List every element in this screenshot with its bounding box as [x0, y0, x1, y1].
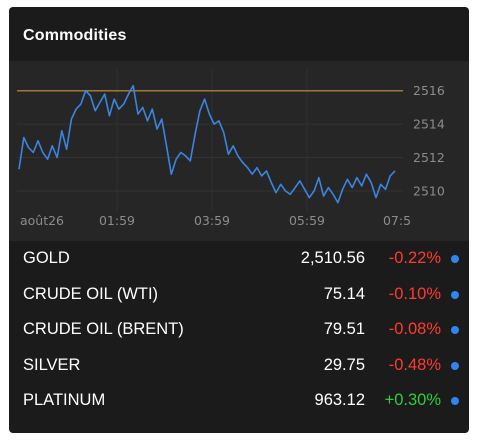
commodity-row-gold[interactable]: GOLD 2,510.56 -0.22%: [9, 241, 469, 277]
commodity-name: CRUDE OIL (BRENT): [23, 320, 184, 338]
commodity-price: 2,510.56: [300, 249, 365, 267]
commodity-row-crude-oil-wti[interactable]: CRUDE OIL (WTI) 75.14 -0.10%: [9, 277, 469, 313]
commodities-widget: Commodities 2516 2514 2512 2510 août26 01:59 0…: [9, 7, 469, 433]
price-chart-svg: 2516 2514 2512 2510 août26 01:59 03:59 05:59 07:…: [17, 69, 445, 228]
status-dot-icon: [451, 397, 459, 405]
commodity-change: +0.30%: [384, 391, 441, 409]
commodity-name: PLATINUM: [23, 391, 106, 409]
commodity-name: CRUDE OIL (WTI): [23, 284, 159, 303]
commodity-name: SILVER: [23, 355, 81, 374]
commodity-row-crude-oil-brent[interactable]: CRUDE OIL (BRENT) 79.51 -0.08%: [9, 312, 469, 348]
commodity-price: 75.14: [323, 284, 365, 303]
commodity-row-silver[interactable]: SILVER 29.75 -0.48%: [9, 348, 469, 384]
commodity-change: -0.08%: [388, 320, 441, 338]
status-dot-icon: [451, 255, 459, 263]
commodity-row-platinum[interactable]: PLATINUM 963.12 +0.30%: [9, 383, 469, 419]
commodity-price: 29.75: [323, 355, 365, 374]
commodity-price: 79.51: [323, 320, 365, 338]
status-dot-icon: [451, 361, 459, 370]
y-tick-label: 2510: [413, 183, 445, 198]
commodity-name: GOLD: [23, 249, 70, 267]
y-tick-label: 2514: [413, 117, 445, 132]
price-chart[interactable]: 2516 2514 2512 2510 août26 01:59 03:59 05:59 07:…: [9, 61, 469, 241]
widget-title: Commodities: [23, 27, 127, 44]
x-tick-label: 05:59: [289, 213, 325, 228]
commodity-change: -0.22%: [388, 249, 441, 267]
status-dot-icon: [451, 290, 459, 299]
x-tick-label: 01:59: [99, 213, 135, 228]
y-tick-label: 2512: [413, 150, 445, 165]
commodity-change: -0.48%: [388, 355, 441, 374]
status-dot-icon: [451, 326, 459, 334]
commodity-list: GOLD 2,510.56 -0.22% CRUDE OIL (WTI) 75.…: [9, 241, 469, 419]
x-tick-label: août26: [20, 213, 64, 228]
commodity-price: 963.12: [314, 391, 365, 409]
x-tick-label: 07:5: [383, 213, 411, 228]
y-tick-label: 2516: [413, 83, 445, 98]
commodity-change: -0.10%: [388, 284, 441, 303]
price-line: [18, 84, 396, 204]
x-tick-label: 03:59: [194, 213, 230, 228]
